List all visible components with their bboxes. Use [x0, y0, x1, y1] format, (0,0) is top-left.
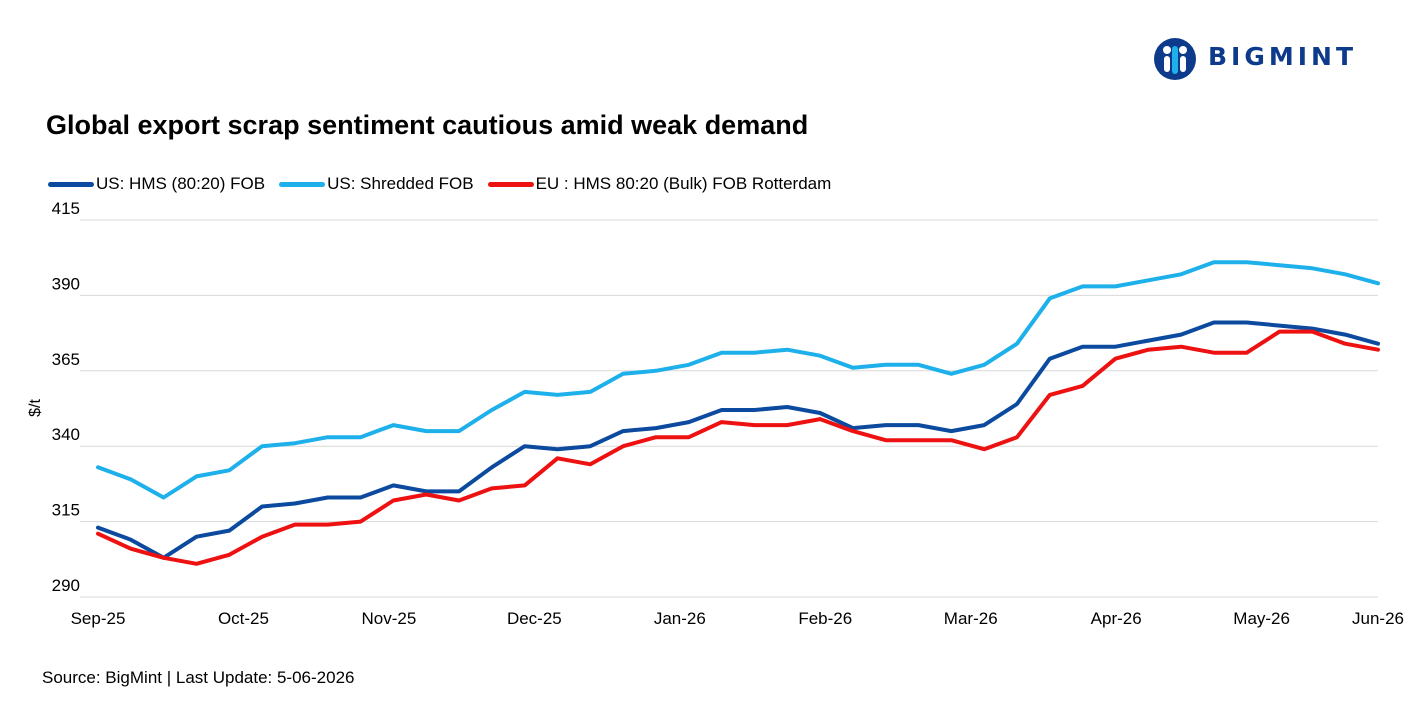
people-globe-icon	[1154, 38, 1196, 80]
bigmint-logo: BIGMINT	[1150, 34, 1390, 84]
y-tick-label: 340	[52, 425, 80, 444]
legend-item-us-shredded: US: Shredded FOB	[279, 174, 474, 194]
logo-text: BIGMINT	[1208, 42, 1358, 71]
chart-title: Global export scrap sentiment cautious a…	[46, 110, 809, 140]
legend-item-us-hms: US: HMS (80:20) FOB	[48, 174, 265, 194]
series-line-2	[96, 329, 1380, 566]
series-line-0	[96, 320, 1380, 560]
x-tick-label: May-26	[1233, 609, 1290, 628]
legend-item-eu-hms: EU : HMS 80:20 (Bulk) FOB Rotterdam	[487, 174, 832, 194]
source-note: Source: BigMint | Last Update: 5-06-2026	[42, 668, 355, 687]
x-tick-label: Feb-26	[798, 609, 852, 628]
y-tick-label: 290	[52, 576, 80, 595]
legend-swatch-eu-hms	[487, 181, 534, 187]
series-line-1	[96, 260, 1380, 500]
x-tick-label: Dec-25	[507, 609, 562, 628]
x-tick-label: Apr-26	[1091, 609, 1142, 628]
y-tick-label: 415	[52, 199, 80, 218]
x-tick-label: Nov-25	[362, 609, 417, 628]
x-axis-ticks: Sep-25 Oct-25 Nov-25 Dec-25 Jan-26 Feb-26 Mar-…	[71, 609, 1404, 628]
legend-label-eu-hms: EU : HMS 80:20 (Bulk) FOB Rotterdam	[535, 174, 832, 193]
y-axis-label: $/t	[27, 399, 44, 417]
legend-swatch-us-hms	[48, 181, 94, 187]
gridlines	[80, 219, 1378, 598]
y-axis-ticks: 290 315 340 365 390 415	[52, 199, 80, 595]
y-tick-label: 315	[52, 501, 80, 520]
legend-label-us-hms: US: HMS (80:20) FOB	[96, 174, 266, 193]
chart-legend: US: HMS (80:20) FOB US: Shredded FOB EU …	[48, 174, 845, 194]
x-tick-label: Mar-26	[944, 609, 998, 628]
y-tick-label: 365	[52, 350, 80, 369]
legend-swatch-us-shredded	[279, 181, 326, 187]
y-tick-label: 390	[52, 274, 80, 293]
x-tick-label: Jun-26	[1352, 609, 1404, 628]
x-tick-label: Jan-26	[654, 609, 706, 628]
x-tick-label: Sep-25	[71, 609, 126, 628]
legend-label-us-shredded: US: Shredded FOB	[327, 174, 474, 193]
series-lines	[96, 260, 1380, 566]
x-tick-label: Oct-25	[218, 609, 269, 628]
